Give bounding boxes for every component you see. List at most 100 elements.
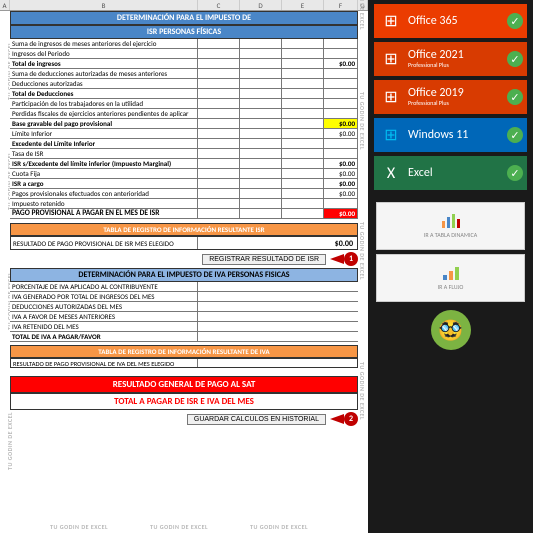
col-header[interactable]: C (198, 0, 240, 10)
isr-row[interactable]: Total de Deducciones (10, 89, 358, 99)
sidebar: ⊞Office 365✓⊞Office 2021Professional Plu… (368, 0, 533, 533)
isr-row[interactable]: Total de ingresos$0.00 (10, 59, 358, 69)
iva-row[interactable]: IVA RETENIDO DEL MES (10, 322, 358, 332)
iva-row[interactable]: DEDUCCIONES AUTORIZADAS DEL MES (10, 302, 358, 312)
software-badge: ⊞Windows 11✓ (374, 118, 527, 152)
row-value (198, 332, 358, 341)
isr-result-label: RESULTADO DE PAGO PROVISIONAL DE ISR MES… (11, 237, 198, 249)
cell (198, 69, 240, 78)
isr-table-header: TABLA DE REGISTRO DE INFORMACIÓN RESULTA… (10, 223, 358, 236)
isr-row[interactable]: Participación de los trabajadores en la … (10, 99, 358, 109)
iva-result-row[interactable]: RESULTADO DE PAGO PROVISIONAL DE IVA DEL… (10, 358, 358, 368)
check-icon: ✓ (507, 127, 523, 143)
save-history-button[interactable]: GUARDAR CALCULOS EN HISTORIAL (187, 414, 326, 425)
register-isr-button[interactable]: REGISTRAR RESULTADO DE ISR (202, 254, 326, 265)
isr-row[interactable]: Base gravable del pago provisional$0.00 (10, 119, 358, 129)
cell (240, 139, 282, 148)
col-header[interactable]: D (240, 0, 282, 10)
row-value: $0.00 (324, 179, 358, 188)
cell (198, 79, 240, 88)
cell (282, 199, 324, 208)
iva-row[interactable]: PORCENTAJE DE IVA APLICADO AL CONTRIBUYE… (10, 282, 358, 292)
cell (240, 99, 282, 108)
isr-row[interactable]: Límite Inferior$0.00 (10, 129, 358, 139)
row-value (324, 69, 358, 78)
watermark: TU GODIN DE EXCEL (150, 523, 208, 531)
cell (240, 59, 282, 68)
isr-row[interactable]: Excedente del Límite Inferior (10, 139, 358, 149)
isr-row[interactable]: PAGO PROVISIONAL A PAGAR EN EL MES DE IS… (10, 209, 358, 219)
nav-tabla-dinamica[interactable]: IR A TABLA DINAMICA (376, 202, 525, 250)
cell (240, 199, 282, 208)
isr-row[interactable]: Deducciones autorizadas (10, 79, 358, 89)
col-header[interactable]: B (10, 0, 198, 10)
iva-row[interactable]: TOTAL DE IVA A PAGAR/FAVOR (10, 332, 358, 342)
cell (282, 79, 324, 88)
disguise-icon[interactable]: 🥸 (431, 310, 471, 350)
badge-icon: ⊞ (378, 84, 404, 110)
col-header[interactable]: F (324, 0, 358, 10)
isr-result-value: $0.00 (198, 237, 357, 249)
row-label: ISR a cargo (10, 179, 198, 188)
arrow-badge-1: 1 (330, 252, 358, 266)
cell (240, 119, 282, 128)
cell (198, 139, 240, 148)
badge-icon: ⊞ (378, 122, 404, 148)
nav-flujo[interactable]: IR A FLUJO (376, 254, 525, 302)
badge-title: Office 2019 (408, 87, 507, 99)
check-icon: ✓ (507, 165, 523, 181)
badge-text: Excel (404, 167, 507, 179)
badge-title: Office 2021 (408, 49, 507, 61)
isr-row[interactable]: Impuesto retenido (10, 199, 358, 209)
col-header[interactable]: E (282, 0, 324, 10)
cell (240, 179, 282, 188)
cell (198, 179, 240, 188)
col-header[interactable]: A (0, 0, 10, 10)
cell (282, 209, 324, 218)
cell (198, 209, 240, 218)
cell (198, 109, 240, 118)
cell (282, 149, 324, 158)
cell (282, 89, 324, 98)
row-value (198, 282, 358, 291)
row-value: $0.00 (324, 59, 358, 68)
row-label: Perdidas fiscales de ejercicios anterior… (10, 109, 198, 118)
row-label: PORCENTAJE DE IVA APLICADO AL CONTRIBUYE… (10, 282, 198, 291)
cell (240, 159, 282, 168)
cell (198, 119, 240, 128)
row-label: DEDUCCIONES AUTORIZADAS DEL MES (10, 302, 198, 311)
badge-text: Office 2019Professional Plus (404, 87, 507, 107)
cell (282, 159, 324, 168)
isr-row[interactable]: Cuota Fija$0.00 (10, 169, 358, 179)
isr-row[interactable]: ISR a cargo $0.00 (10, 179, 358, 189)
iva-header: DETERMINACIÓN PARA EL IMPUESTO DE IVA PE… (10, 268, 358, 282)
isr-row[interactable]: Suma de deducciones autorizadas de meses… (10, 69, 358, 79)
isr-row[interactable]: Perdidas fiscales de ejercicios anterior… (10, 109, 358, 119)
row-value (198, 302, 358, 311)
isr-row[interactable]: ISR s/Excedente del límite inferior (Imp… (10, 159, 358, 169)
row-value: $0.00 (324, 209, 358, 218)
row-label: Suma de deducciones autorizadas de meses… (10, 69, 198, 78)
row-label: Suma de ingresos de meses anteriores del… (10, 39, 198, 48)
row-value (198, 292, 358, 301)
check-icon: ✓ (507, 13, 523, 29)
isr-row[interactable]: Suma de ingresos de meses anteriores del… (10, 39, 358, 49)
row-label: IVA A FAVOR DE MESES ANTERIORES (10, 312, 198, 321)
iva-row[interactable]: IVA GENERADO POR TOTAL DE INGRESOS DEL M… (10, 292, 358, 302)
isr-result-row[interactable]: RESULTADO DE PAGO PROVISIONAL DE ISR MES… (10, 236, 358, 250)
arrow-badge-2: 2 (330, 412, 358, 426)
cell (198, 99, 240, 108)
cell (240, 89, 282, 98)
iva-row[interactable]: IVA A FAVOR DE MESES ANTERIORES (10, 312, 358, 322)
isr-row[interactable]: Tasa de ISR (10, 149, 358, 159)
arrow-icon (330, 414, 344, 424)
isr-row[interactable]: Ingresos del Periodo (10, 49, 358, 59)
row-value: $0.00 (324, 119, 358, 128)
software-badge: ⊞Office 365✓ (374, 4, 527, 38)
cell (282, 69, 324, 78)
cell (282, 99, 324, 108)
row-value: $0.00 (324, 169, 358, 178)
isr-row[interactable]: Pagos provisionales efectuados con anter… (10, 189, 358, 199)
cell (282, 109, 324, 118)
row-label: Límite Inferior (10, 129, 198, 138)
